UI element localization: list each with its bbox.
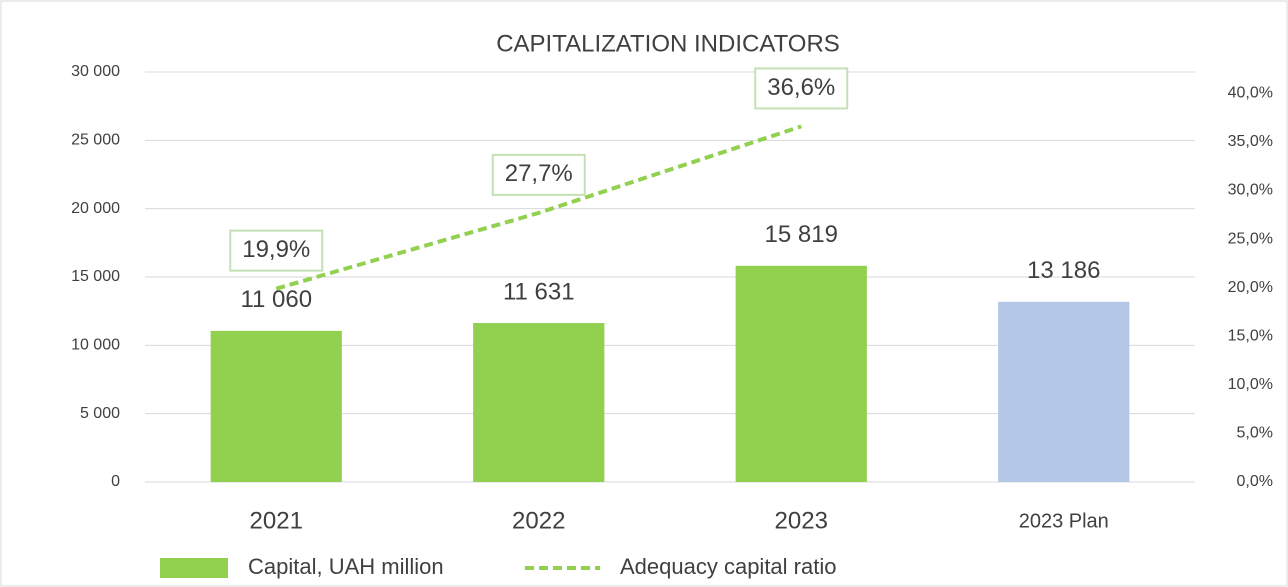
chart-title: CAPITALIZATION INDICATORS xyxy=(496,30,840,57)
y2-tick-label: 5,0% xyxy=(1237,425,1273,442)
data-label-box xyxy=(229,229,324,272)
data-label: 27,7% xyxy=(505,160,573,187)
bar xyxy=(998,301,1130,482)
legend-label: Capital, UAH million xyxy=(248,554,444,579)
y-tick-label: 5 000 xyxy=(80,405,120,422)
x-tick-label: 2022 xyxy=(512,507,565,534)
y-tick-label: 20 000 xyxy=(71,200,120,217)
legend-label: Adequacy capital ratio xyxy=(620,554,836,579)
bar xyxy=(210,330,342,482)
y2-tick-label: 35,0% xyxy=(1228,133,1273,150)
data-label: 11 631 xyxy=(503,278,575,305)
x-tick-label: 2021 xyxy=(250,507,303,534)
y2-tick-label: 30,0% xyxy=(1228,182,1273,199)
y2-tick-label: 15,0% xyxy=(1228,327,1273,344)
bar xyxy=(735,265,867,482)
data-label-box xyxy=(491,153,586,196)
x-tick-label: 2023 xyxy=(775,507,828,534)
bar xyxy=(473,323,605,482)
line xyxy=(275,124,802,291)
y-tick-label: 30 000 xyxy=(71,63,120,80)
data-label: 13 186 xyxy=(1027,257,1100,284)
y2-tick-label: 40,0% xyxy=(1228,85,1273,102)
y-tick-label: 25 000 xyxy=(71,132,120,149)
data-label: 11 060 xyxy=(240,286,312,313)
data-label: 36,6% xyxy=(767,74,835,101)
x-tick-label: 2023 Plan xyxy=(1019,510,1109,532)
data-label-box xyxy=(754,67,849,110)
data-label: 15 819 xyxy=(765,221,838,248)
data-label: 19,9% xyxy=(242,236,310,263)
legend-swatch xyxy=(160,558,228,578)
y2-tick-label: 10,0% xyxy=(1228,376,1273,393)
y2-tick-label: 0,0% xyxy=(1237,473,1273,490)
y-tick-label: 15 000 xyxy=(71,268,120,285)
y-tick-label: 10 000 xyxy=(71,337,120,354)
y-tick-label: 0 xyxy=(111,473,120,490)
y2-tick-label: 25,0% xyxy=(1228,230,1273,247)
y2-tick-label: 20,0% xyxy=(1228,279,1273,296)
